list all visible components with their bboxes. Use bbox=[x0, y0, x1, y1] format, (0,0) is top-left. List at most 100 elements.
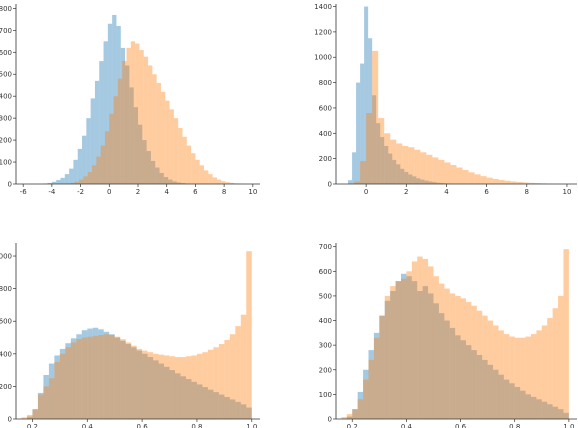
x-tick-label: 0.6 bbox=[137, 423, 149, 428]
histogram-bar bbox=[406, 276, 412, 419]
subplot-3: 0.2 0.4 0.6 0.8 1.0 0 200 400 600 800 1000 bbox=[0, 243, 260, 428]
histogram-bar bbox=[426, 154, 433, 184]
histogram-bar bbox=[541, 325, 548, 419]
histogram-series-orange bbox=[341, 249, 569, 419]
histogram-bar bbox=[92, 165, 97, 184]
histogram-series-blue bbox=[348, 6, 453, 185]
histogram-bar bbox=[400, 273, 407, 419]
histogram-bar bbox=[182, 136, 187, 184]
histogram-bar bbox=[486, 177, 493, 184]
histogram-bar bbox=[363, 369, 369, 419]
histogram-bar bbox=[43, 375, 49, 419]
histogram-bar bbox=[160, 91, 166, 184]
histogram-bar bbox=[136, 350, 143, 419]
histogram-bar bbox=[138, 124, 143, 184]
histogram-bar bbox=[357, 391, 364, 419]
y-tick-label: 200 bbox=[0, 383, 12, 391]
histogram-bar bbox=[235, 326, 241, 419]
histogram-bar bbox=[246, 407, 252, 419]
y-tick-label: 1200 bbox=[314, 28, 332, 36]
histogram-bar bbox=[373, 332, 380, 419]
histogram-bar bbox=[438, 159, 445, 184]
x-tick-label: 1.0 bbox=[563, 423, 574, 428]
histogram-bar bbox=[103, 41, 108, 184]
histogram-bar bbox=[131, 347, 137, 419]
x-tick-label: 0.2 bbox=[27, 423, 38, 428]
histogram-bar bbox=[417, 256, 423, 419]
histogram-bar bbox=[103, 331, 110, 419]
histogram-bar bbox=[32, 409, 38, 419]
y-tick-label: 200 bbox=[319, 366, 332, 374]
histogram-series-orange bbox=[354, 50, 553, 185]
histogram-bar bbox=[109, 335, 115, 419]
histogram-bar bbox=[417, 291, 423, 419]
histogram-bar bbox=[444, 288, 450, 419]
histogram-bar bbox=[390, 286, 396, 419]
histogram-bar bbox=[191, 381, 197, 419]
x-tick-label: 0.4 bbox=[82, 423, 94, 428]
x-tick-label: 2 bbox=[404, 188, 408, 196]
histogram-bar bbox=[462, 170, 469, 184]
histogram-bar bbox=[390, 291, 396, 419]
histogram-bar bbox=[87, 171, 93, 184]
histogram-bar bbox=[396, 164, 401, 184]
histogram-bar bbox=[368, 38, 373, 185]
histogram-bar bbox=[96, 156, 101, 184]
histogram-bar bbox=[341, 417, 347, 419]
histogram-bar bbox=[408, 147, 415, 184]
histogram-bar bbox=[94, 80, 100, 184]
histogram-bar bbox=[185, 356, 192, 419]
histogram-bar bbox=[384, 145, 389, 184]
histogram-bar bbox=[218, 394, 225, 419]
histogram-bar bbox=[86, 118, 91, 184]
histogram-bar bbox=[406, 271, 412, 419]
histogram-bar bbox=[26, 416, 33, 419]
histogram-bar bbox=[196, 384, 203, 419]
histogram-bar bbox=[158, 363, 165, 419]
histogram-bar bbox=[440, 183, 445, 184]
x-tick-label: -2 bbox=[77, 188, 84, 196]
histogram-bar bbox=[498, 330, 504, 419]
histogram-bar bbox=[114, 337, 121, 419]
x-tick-label: 0.8 bbox=[191, 423, 202, 428]
histogram-bar bbox=[384, 133, 391, 184]
histogram-bar bbox=[364, 6, 369, 185]
histogram-bar bbox=[536, 399, 542, 419]
histogram-bar bbox=[547, 404, 553, 419]
histogram-bar bbox=[352, 409, 358, 419]
histogram-bar bbox=[357, 399, 364, 419]
histogram-bar bbox=[202, 387, 208, 419]
histogram-bar bbox=[395, 281, 401, 419]
histogram-bar bbox=[552, 406, 559, 419]
histogram-bar bbox=[380, 137, 385, 184]
histogram-bar bbox=[87, 336, 93, 419]
histogram-bar bbox=[169, 109, 174, 184]
histogram-bar bbox=[520, 337, 526, 419]
histogram-bar bbox=[455, 335, 461, 419]
histogram-bar bbox=[530, 396, 537, 419]
histogram-bar bbox=[133, 107, 138, 184]
histogram-bar bbox=[346, 416, 353, 419]
histogram-bar bbox=[509, 336, 515, 419]
x-tick-label: 10 bbox=[248, 188, 257, 196]
histogram-bar bbox=[509, 383, 515, 419]
histogram-bar bbox=[510, 181, 517, 184]
y-tick-label: 0 bbox=[8, 416, 12, 424]
histogram-bar bbox=[109, 113, 114, 184]
histogram-bar bbox=[474, 174, 481, 184]
histogram-bar bbox=[169, 356, 176, 419]
y-tick-label: 800 bbox=[0, 5, 12, 13]
histogram-bar bbox=[229, 182, 235, 184]
histogram-bar bbox=[366, 113, 373, 184]
histogram-bar bbox=[530, 334, 537, 419]
histogram-bar bbox=[153, 353, 159, 419]
x-tick-label: 8 bbox=[525, 188, 529, 196]
histogram-bar bbox=[142, 353, 148, 419]
histogram-bar bbox=[191, 153, 196, 184]
histogram-series-orange bbox=[66, 41, 248, 185]
histogram-bar bbox=[82, 135, 87, 184]
histogram-bar bbox=[225, 182, 230, 184]
histogram-bar bbox=[465, 302, 472, 419]
histogram-bar bbox=[480, 176, 487, 184]
